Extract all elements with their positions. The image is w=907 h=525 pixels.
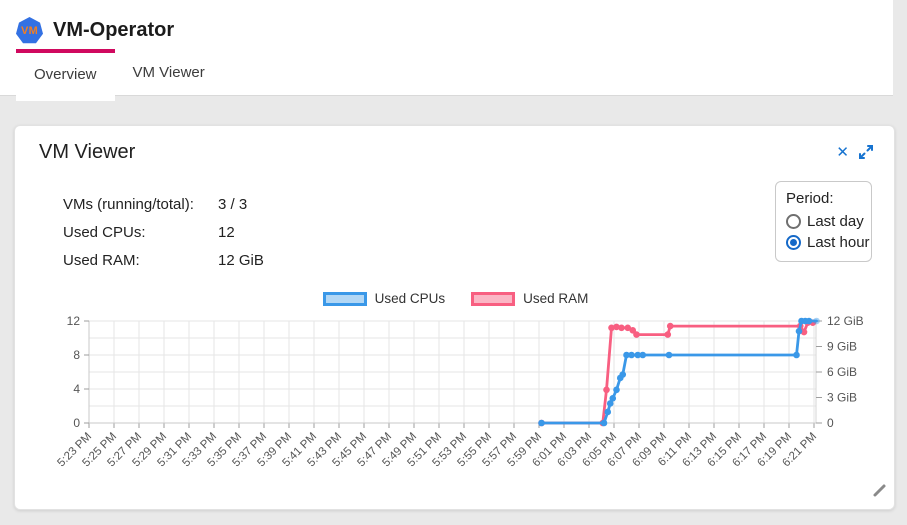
- panel-title: VM Viewer: [39, 141, 136, 163]
- chart-legend: Used CPUs Used RAM: [15, 291, 896, 306]
- radio-last-hour-label: Last hour: [807, 234, 870, 251]
- legend-used-cpus-swatch: [322, 291, 367, 306]
- expand-icon[interactable]: [858, 144, 874, 160]
- tab-vm-viewer[interactable]: VM Viewer: [132, 63, 205, 81]
- brand: VM VM-Operator: [0, 0, 893, 50]
- app-title: VM-Operator: [53, 19, 175, 41]
- svg-text:12 GiB: 12 GiB: [827, 314, 864, 328]
- legend-used-ram-swatch: [471, 291, 516, 306]
- stat-vms-label: VMs (running/total):: [63, 195, 194, 213]
- stat-cpus-value: 12: [218, 223, 235, 241]
- svg-text:4: 4: [73, 382, 80, 396]
- vm-operator-logo-icon: VM: [16, 17, 43, 44]
- stat-ram-label: Used RAM:: [63, 251, 140, 269]
- svg-text:0: 0: [827, 416, 834, 430]
- legend-used-cpus[interactable]: Used CPUs: [322, 291, 446, 306]
- svg-text:3 GiB: 3 GiB: [827, 391, 857, 405]
- stat-ram-value: 12 GiB: [218, 251, 264, 269]
- svg-text:0: 0: [73, 416, 80, 430]
- radio-last-hour[interactable]: Last hour: [786, 234, 870, 251]
- radio-last-day-circle[interactable]: [786, 214, 801, 229]
- vm-viewer-panel: VM Viewer ✕ VMs (running/total): 3 / 3 U…: [14, 125, 895, 510]
- close-icon[interactable]: ✕: [836, 143, 849, 161]
- app-header: VM VM-Operator Overview VM Viewer: [0, 0, 893, 101]
- stat-cpus: Used CPUs: 12: [63, 218, 264, 246]
- radio-last-hour-circle[interactable]: [786, 235, 801, 250]
- vm-stats: VMs (running/total): 3 / 3 Used CPUs: 12…: [63, 190, 264, 274]
- stat-vms-value: 3 / 3: [218, 195, 248, 213]
- panel-header: VM Viewer ✕: [15, 126, 894, 164]
- radio-last-day-label: Last day: [807, 213, 864, 230]
- stat-vms: VMs (running/total): 3 / 3: [63, 190, 264, 218]
- legend-used-ram[interactable]: Used RAM: [471, 291, 588, 306]
- tab-bar: Overview VM Viewer: [0, 49, 893, 101]
- legend-used-cpus-label: Used CPUs: [374, 291, 446, 306]
- svg-text:6 GiB: 6 GiB: [827, 365, 857, 379]
- svg-text:8: 8: [73, 348, 80, 362]
- radio-last-day[interactable]: Last day: [786, 213, 864, 230]
- tab-overview[interactable]: Overview: [16, 49, 115, 101]
- resize-handle-icon[interactable]: [871, 482, 887, 503]
- stat-cpus-label: Used CPUs:: [63, 223, 146, 241]
- usage-line-chart[interactable]: 5:23 PM5:25 PM5:27 PM5:29 PM5:31 PM5:33 …: [15, 306, 896, 496]
- period-selector: Period: Last day Last hour: [775, 181, 872, 262]
- period-label: Period:: [786, 190, 834, 207]
- svg-text:12: 12: [67, 314, 81, 328]
- stat-ram: Used RAM: 12 GiB: [63, 246, 264, 274]
- legend-used-ram-label: Used RAM: [523, 291, 589, 306]
- svg-text:9 GiB: 9 GiB: [827, 340, 857, 354]
